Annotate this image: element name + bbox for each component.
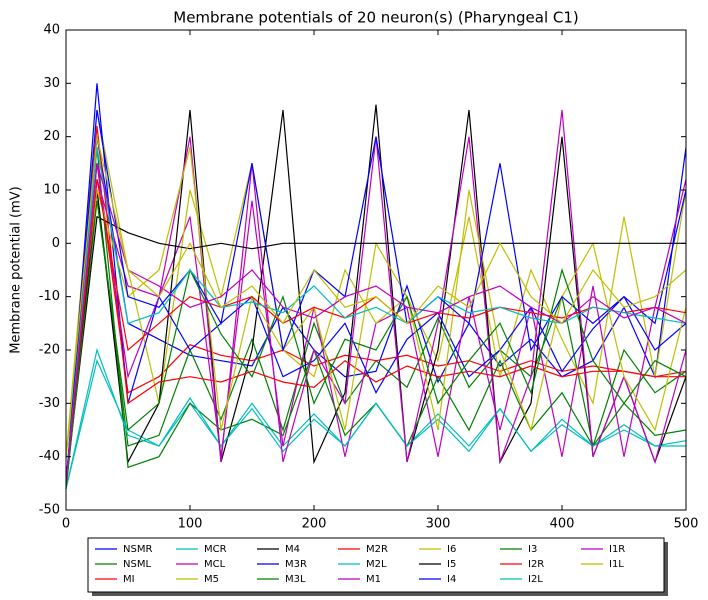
legend-label: I4	[447, 574, 456, 585]
legend-label: M2L	[366, 559, 387, 570]
legend: NSMR NSML MI MCR MCL M5 M4 M3R M3L M2R M2L M1 I6 I5 I4…	[87, 537, 668, 596]
legend-label: MCR	[204, 544, 227, 555]
series-line	[66, 163, 686, 484]
legend-label: NSML	[123, 559, 151, 570]
y-tick-label: -20	[39, 343, 60, 358]
legend-label: I3	[528, 544, 537, 555]
y-tick-label: 40	[43, 23, 60, 38]
series-line	[66, 136, 686, 457]
y-tick-label: -10	[39, 289, 60, 304]
legend-label: MI	[123, 574, 135, 585]
y-tick-label: 0	[52, 236, 60, 251]
legend-label: I6	[447, 544, 456, 555]
legend-label: M2R	[366, 544, 388, 555]
chart-title: Membrane potentials of 20 neuron(s) (Pha…	[173, 9, 579, 27]
y-tick-label: -40	[39, 449, 60, 464]
series-line	[66, 215, 686, 484]
legend-label: M1	[366, 574, 381, 585]
legend-label: NSMR	[123, 544, 152, 555]
legend-label: M4	[285, 544, 300, 555]
series-line	[66, 163, 686, 484]
x-tick-label: 500	[674, 517, 699, 532]
x-tick-label: 0	[62, 517, 70, 532]
y-tick-label: 30	[43, 76, 60, 91]
x-tick-label: 100	[178, 517, 203, 532]
series-line	[66, 109, 686, 457]
legend-label: I5	[447, 559, 456, 570]
y-tick-label: -50	[39, 503, 60, 518]
y-tick-label: 20	[43, 129, 60, 144]
series-line	[66, 136, 686, 484]
y-axis-label: Membrane potential (mV)	[9, 186, 24, 353]
legend-label: M5	[204, 574, 219, 585]
x-tick-label: 200	[302, 517, 327, 532]
x-tick-label: 400	[550, 517, 575, 532]
legend-label: MCL	[204, 559, 226, 570]
series-line	[66, 200, 686, 489]
axes-frame	[65, 29, 687, 511]
legend-label: M3R	[285, 559, 307, 570]
y-tick-label: 10	[43, 183, 60, 198]
legend-box	[87, 537, 665, 593]
legend-label: I1R	[609, 544, 625, 555]
series-line	[66, 104, 686, 484]
series-line	[66, 347, 686, 489]
legend-label: I2L	[528, 574, 543, 585]
legend-label: I2R	[528, 559, 544, 570]
series-line	[66, 109, 686, 484]
x-tick-label: 300	[426, 517, 451, 532]
legend-label: M3L	[285, 574, 306, 585]
series-line	[66, 147, 686, 484]
y-tick-label: -30	[39, 396, 60, 411]
legend-label: I1L	[609, 559, 624, 570]
series-line	[66, 125, 686, 484]
plot-area	[66, 83, 686, 489]
